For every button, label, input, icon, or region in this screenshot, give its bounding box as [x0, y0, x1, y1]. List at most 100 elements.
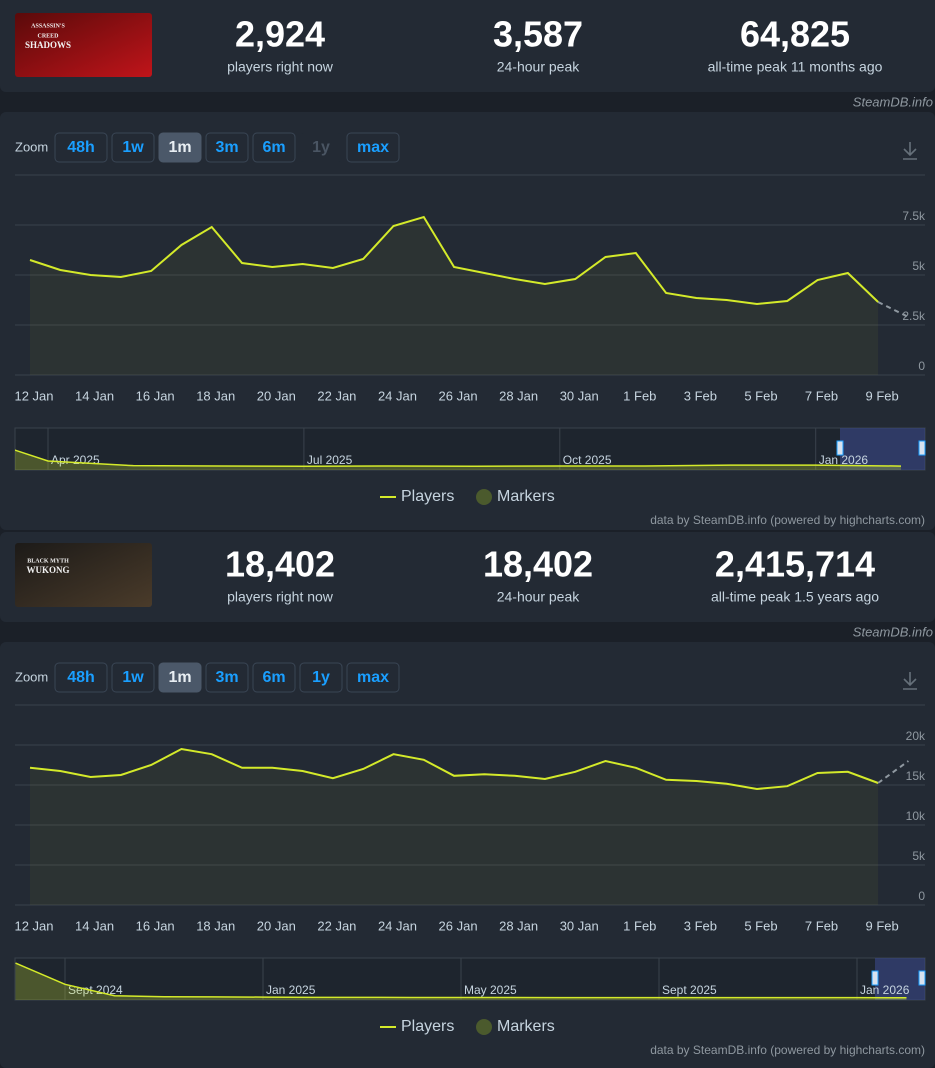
y-tick-label: 2.5k — [902, 309, 926, 323]
navigator-box — [14, 957, 926, 1001]
area-fill — [30, 217, 879, 375]
x-tick-label: 3 Feb — [684, 388, 717, 403]
x-tick-label: 30 Jan — [560, 918, 599, 933]
logo-text: BLACK MYTH — [27, 558, 69, 564]
zoom-button[interactable] — [54, 662, 108, 693]
y-tick-label: 5k — [912, 259, 926, 273]
zoom-button-text[interactable]: 1w — [122, 669, 144, 686]
zoom-button[interactable] — [346, 132, 400, 163]
navigator-selection — [875, 958, 925, 1000]
zoom-button-text[interactable]: 1y — [312, 669, 330, 686]
stat-label: all-time peak 1.5 years ago — [711, 589, 879, 605]
legend-label[interactable]: Markers — [497, 488, 555, 505]
zoom-button[interactable] — [299, 662, 343, 693]
zoom-button-text[interactable]: max — [357, 669, 389, 686]
download-icon[interactable] — [903, 672, 917, 690]
stat-label: 24-hour peak — [497, 589, 581, 605]
download-icon[interactable] — [903, 142, 917, 160]
zoom-button-text[interactable]: 3m — [215, 139, 238, 156]
x-tick-label: 26 Jan — [439, 388, 478, 403]
zoom-button[interactable] — [205, 132, 249, 163]
zoom-button-text[interactable]: 1w — [122, 139, 144, 156]
zoom-button-text[interactable]: 48h — [67, 139, 95, 156]
navigator-area — [15, 450, 901, 470]
stat-value: 3,587 — [493, 14, 583, 55]
navigator-handle[interactable] — [918, 440, 926, 456]
navigator-box — [14, 427, 926, 471]
stat-value: 18,402 — [225, 544, 335, 585]
x-tick-label: 18 Jan — [196, 918, 235, 933]
game-image — [15, 543, 152, 607]
legend-label[interactable]: Markers — [497, 1018, 555, 1035]
navigator-handle[interactable] — [836, 440, 844, 456]
zoom-button-text[interactable]: 1m — [168, 669, 191, 686]
x-tick-label: 12 Jan — [14, 388, 53, 403]
y-tick-label: 20k — [906, 729, 926, 743]
zoom-button-text[interactable]: max — [357, 139, 389, 156]
y-tick-label: 0 — [918, 359, 925, 373]
chart-panel — [0, 112, 935, 530]
zoom-button-text[interactable]: 48h — [67, 669, 95, 686]
zoom-button[interactable] — [252, 132, 296, 163]
y-tick-label: 5k — [912, 849, 926, 863]
stat-value: 18,402 — [483, 544, 593, 585]
navigator-label: Jan 2026 — [819, 453, 869, 467]
navigator-label: Sept 2024 — [68, 983, 123, 997]
navigator-handle[interactable] — [871, 970, 879, 986]
x-tick-label: 5 Feb — [744, 918, 777, 933]
x-tick-label: 28 Jan — [499, 918, 538, 933]
zoom-button[interactable] — [111, 662, 155, 693]
game-image — [15, 13, 152, 77]
zoom-button[interactable] — [158, 132, 202, 163]
x-tick-label: 20 Jan — [257, 918, 296, 933]
zoom-button-text[interactable]: 3m — [215, 669, 238, 686]
zoom-label: Zoom — [15, 139, 48, 154]
x-tick-label: 3 Feb — [684, 918, 717, 933]
series-line — [29, 747, 879, 791]
legend-label[interactable]: Players — [401, 1018, 454, 1035]
series-line — [29, 215, 879, 306]
x-tick-label: 9 Feb — [865, 388, 898, 403]
navigator-series — [15, 962, 907, 1000]
stat-label: players right now — [227, 59, 334, 75]
stat-label: players right now — [227, 589, 334, 605]
zoom-label: Zoom — [15, 669, 48, 684]
zoom-button[interactable] — [158, 662, 202, 693]
zoom-button-text[interactable]: 6m — [262, 669, 285, 686]
chart-credit: data by SteamDB.info (powered by highcha… — [650, 513, 925, 527]
x-tick-label: 18 Jan — [196, 388, 235, 403]
y-tick-label: 10k — [906, 809, 926, 823]
legend-label[interactable]: Players — [401, 488, 454, 505]
navigator-line — [15, 962, 907, 999]
stat-value: 2,924 — [235, 14, 325, 55]
zoom-button-text[interactable]: 6m — [262, 139, 285, 156]
x-tick-label: 16 Jan — [136, 918, 175, 933]
zoom-button-text[interactable]: 1m — [168, 139, 191, 156]
navigator-label: Jul 2025 — [307, 453, 353, 467]
zoom-button[interactable] — [111, 132, 155, 163]
x-tick-label: 24 Jan — [378, 918, 417, 933]
x-tick-label: 7 Feb — [805, 918, 838, 933]
zoom-button[interactable] — [54, 132, 108, 163]
stat-value: 64,825 — [740, 14, 850, 55]
zoom-button[interactable] — [205, 662, 249, 693]
navigator-area — [15, 963, 907, 1000]
stat-value: 2,415,714 — [715, 544, 875, 585]
x-tick-label: 1 Feb — [623, 918, 656, 933]
logo-text: CREED — [37, 33, 59, 39]
x-tick-label: 16 Jan — [136, 388, 175, 403]
legend-marker — [476, 489, 492, 505]
header-panel — [0, 532, 935, 622]
chart-credit: data by SteamDB.info (powered by highcha… — [650, 1043, 925, 1057]
stat-label: 24-hour peak — [497, 59, 581, 75]
y-tick-label: 0 — [918, 889, 925, 903]
site-attribution: SteamDB.info — [853, 624, 933, 639]
zoom-button[interactable] — [252, 662, 296, 693]
x-tick-label: 22 Jan — [317, 388, 356, 403]
navigator-handle[interactable] — [918, 970, 926, 986]
zoom-button[interactable] — [346, 662, 400, 693]
navigator-label: Jan 2025 — [266, 983, 316, 997]
navigator-line — [15, 449, 902, 467]
